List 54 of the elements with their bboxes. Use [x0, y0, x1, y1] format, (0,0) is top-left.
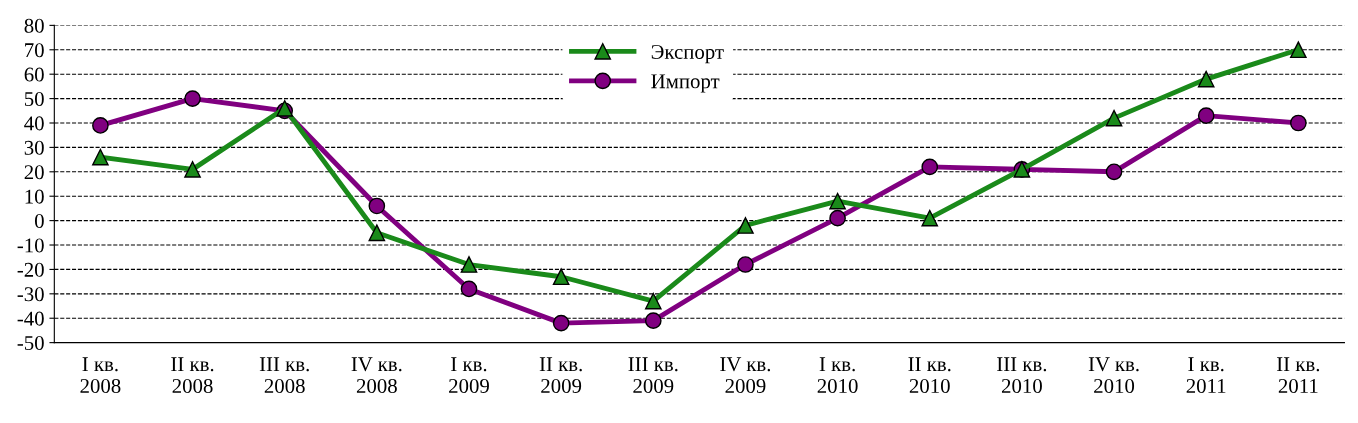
- point: [368, 224, 386, 242]
- x-tick-label: I кв. 2011: [1186, 357, 1226, 393]
- y-tick-label: -40: [17, 311, 44, 326]
- x-tick-label: III кв. 2008: [259, 357, 309, 393]
- y-tick-label: 80: [24, 18, 44, 33]
- point: [737, 256, 754, 273]
- point: [1105, 109, 1123, 127]
- point: [460, 280, 478, 298]
- point: [460, 256, 478, 273]
- point: [921, 209, 939, 227]
- x-tick-label: I кв. 2009: [449, 357, 489, 393]
- y-tick-label: 10: [25, 189, 44, 204]
- point: [644, 292, 662, 310]
- legend-label: Экспорт: [651, 44, 724, 64]
- point: [1197, 70, 1215, 88]
- x-tick-label: II кв. 2010: [908, 357, 951, 393]
- y-tick-label: 50: [24, 91, 44, 107]
- y-tick-label: 20: [24, 165, 44, 180]
- y-tick-label: -20: [17, 262, 44, 277]
- y-tick-label: -50: [17, 336, 44, 351]
- point: [921, 158, 939, 176]
- point: [829, 209, 846, 227]
- y-tick-label: 30: [24, 140, 44, 155]
- point: [644, 312, 662, 330]
- y-tick-label: 70: [25, 43, 44, 58]
- x-tick-label: II кв. 2008: [171, 357, 214, 393]
- point: [552, 314, 570, 332]
- y-tick-label: -30: [17, 287, 44, 302]
- point: [552, 268, 570, 286]
- x-tick-label: III кв. 2010: [997, 357, 1047, 393]
- x-tick-label: IV кв. 2008: [351, 357, 402, 393]
- point: [92, 117, 109, 134]
- point: [1197, 107, 1215, 125]
- x-tick-label: I кв. 2008: [80, 357, 121, 393]
- point: [737, 217, 754, 234]
- y-tick-label: 0: [34, 213, 44, 229]
- point: [1105, 163, 1123, 181]
- point: [368, 197, 386, 215]
- x-tick-label: IV кв. 2009: [720, 357, 771, 393]
- point: [1290, 114, 1307, 132]
- x-tick-label: I кв. 2010: [817, 357, 858, 393]
- point: [184, 90, 201, 107]
- y-tick-label: 40: [24, 116, 44, 131]
- y-tick-label: 60: [24, 67, 44, 82]
- point: [1290, 41, 1307, 59]
- legend-label: Импорт: [651, 74, 720, 93]
- x-tick-label: IV кв. 2010: [1088, 357, 1139, 393]
- point: [829, 192, 846, 210]
- x-tick-label: II кв. 2009: [539, 357, 582, 393]
- point: [92, 148, 109, 166]
- y-tick-label: -10: [17, 238, 44, 253]
- point: [184, 161, 201, 178]
- x-tick-label: II кв. 2011: [1276, 357, 1320, 393]
- x-tick-label: III кв. 2009: [628, 357, 678, 393]
